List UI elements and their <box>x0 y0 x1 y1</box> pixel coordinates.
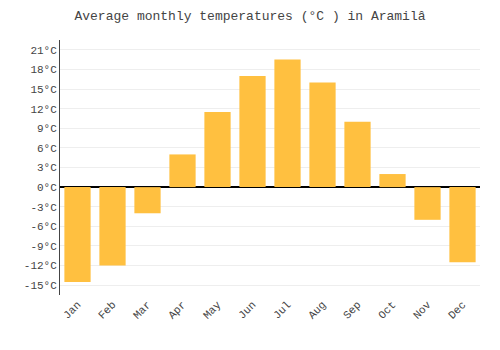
svg-text:18°C: 18°C <box>30 64 57 76</box>
svg-text:Oct: Oct <box>376 299 398 321</box>
svg-text:-6°C: -6°C <box>30 221 57 233</box>
svg-text:Feb: Feb <box>96 299 118 321</box>
svg-text:-12°C: -12°C <box>24 260 57 272</box>
svg-text:Mar: Mar <box>131 299 153 321</box>
svg-text:Nov: Nov <box>411 299 434 322</box>
svg-text:Dec: Dec <box>446 299 468 321</box>
svg-text:-15°C: -15°C <box>24 280 57 292</box>
svg-text:Jun: Jun <box>236 299 258 321</box>
svg-text:12°C: 12°C <box>30 104 57 116</box>
svg-text:Jul: Jul <box>271 299 293 321</box>
svg-text:15°C: 15°C <box>30 84 57 96</box>
svg-text:21°C: 21°C <box>30 45 57 57</box>
svg-text:Sep: Sep <box>341 299 363 321</box>
svg-text:May: May <box>201 299 224 322</box>
svg-text:-9°C: -9°C <box>30 241 57 253</box>
svg-text:9°C: 9°C <box>37 123 57 135</box>
svg-text:3°C: 3°C <box>37 162 57 174</box>
svg-text:Jan: Jan <box>61 299 83 321</box>
svg-text:Average monthly temperatures (: Average monthly temperatures (°C ) in Ar… <box>74 9 425 24</box>
svg-text:Apr: Apr <box>166 299 188 321</box>
svg-text:Aug: Aug <box>306 299 328 321</box>
svg-text:0°C: 0°C <box>37 182 57 194</box>
svg-text:-3°C: -3°C <box>30 202 57 214</box>
svg-text:6°C: 6°C <box>37 143 57 155</box>
